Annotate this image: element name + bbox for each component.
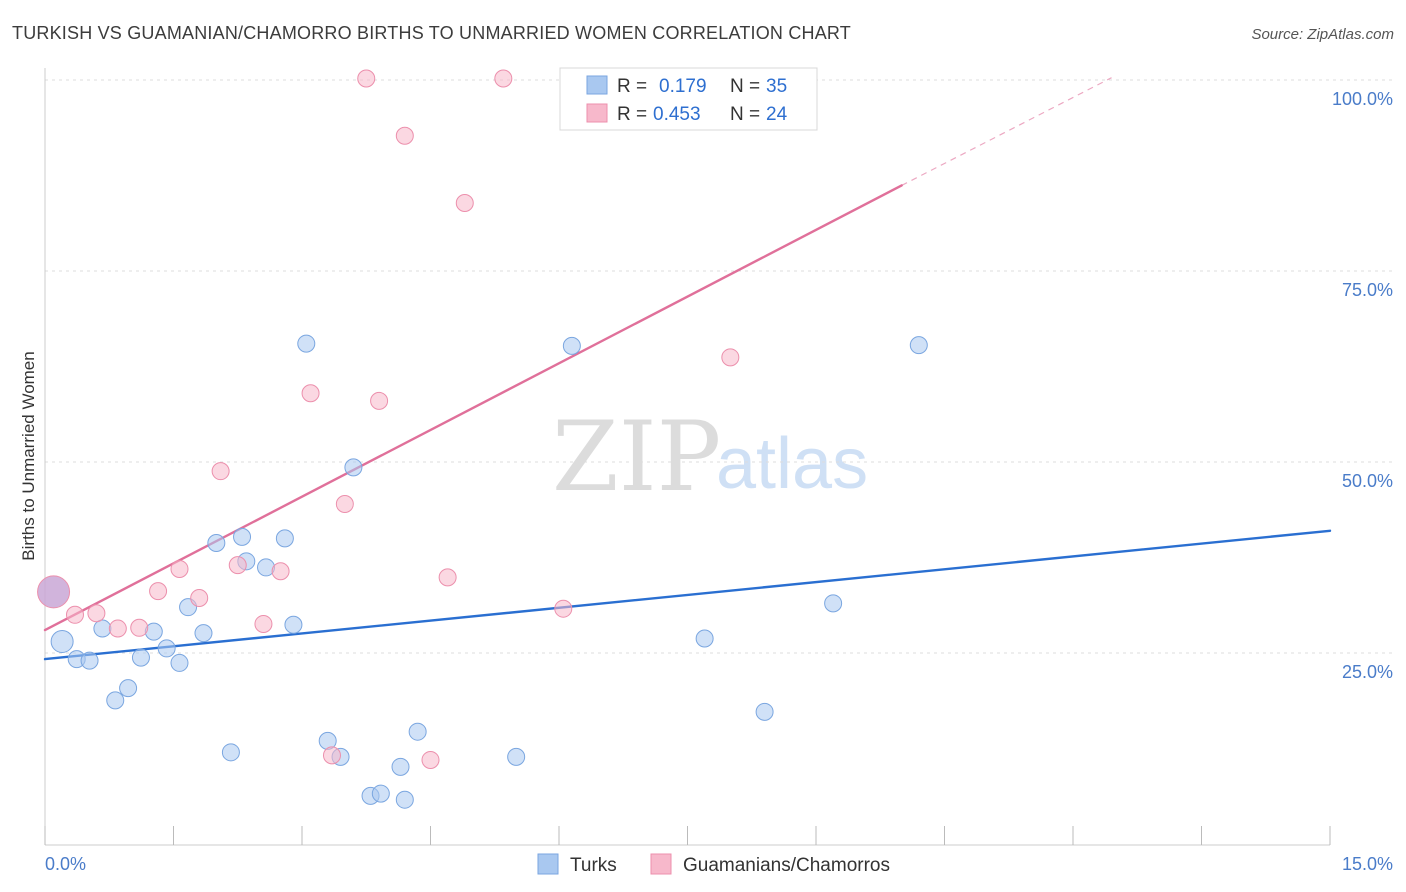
turks-point-12 (207, 533, 226, 552)
turks-point-33 (909, 336, 928, 355)
guamanians-point-8 (211, 462, 230, 481)
bottom-legend-label-guamanians: Guamanians/Chamorros (683, 855, 890, 876)
turks-point-17 (275, 529, 294, 548)
legend-n-label-2: N = (730, 104, 760, 125)
guamanians-point-16 (370, 391, 389, 410)
guamanians-point-2 (87, 604, 106, 623)
guamanians-point-22 (554, 599, 573, 618)
legend-n-value-2: 24 (766, 104, 788, 125)
chart-source: Source: ZipAtlas.com (1251, 26, 1394, 43)
turks-point-31 (755, 702, 774, 721)
bottom-legend-swatch-turks (537, 853, 559, 875)
legend: R = 0.179 N = 35 R = 0.453 N = 24 (559, 67, 818, 131)
turks-point-26 (395, 790, 414, 809)
turks-point-29 (562, 336, 581, 355)
y-axis-label: Births to Unmarried Women (19, 351, 38, 560)
y-tick-label-25: 25.0% (1342, 662, 1393, 682)
data-points (37, 69, 928, 809)
guamanians-point-0 (37, 575, 71, 609)
chart-title: TURKISH VS GUAMANIAN/CHAMORRO BIRTHS TO … (12, 23, 851, 43)
y-tick-label-100: 100.0% (1332, 89, 1393, 109)
turks-point-25 (391, 757, 410, 776)
y-tick-label-50: 50.0% (1342, 471, 1393, 491)
guamanians-point-18 (421, 750, 440, 769)
guamanians-point-5 (149, 582, 168, 601)
y-tick-labels: 25.0% 50.0% 75.0% 100.0% (1332, 89, 1393, 682)
guamanians-point-7 (190, 588, 209, 607)
trend-line-guamanians (43, 184, 903, 632)
trend-line-extension-guamanians (901, 77, 1112, 186)
guamanians-point-15 (357, 69, 376, 88)
legend-swatch-guamanians (586, 103, 608, 123)
turks-point-0 (50, 630, 74, 654)
guamanians-point-10 (254, 614, 273, 633)
guamanians-point-6 (170, 559, 189, 578)
turks-point-32 (824, 594, 843, 613)
guamanians-point-14 (335, 495, 354, 514)
guamanians-point-9 (228, 556, 247, 575)
x-tick-label-min: 0.0% (45, 854, 86, 874)
guamanians-point-19 (438, 568, 457, 587)
turks-point-14 (233, 527, 252, 546)
guamanians-point-4 (130, 618, 149, 637)
turks-point-24 (371, 784, 390, 803)
turks-point-13 (221, 743, 240, 762)
y-tick-label-75: 75.0% (1342, 280, 1393, 300)
watermark-atlas: atlas (716, 424, 868, 504)
guamanians-point-23 (721, 348, 740, 367)
turks-point-30 (695, 629, 714, 648)
turks-point-5 (119, 679, 138, 698)
guamanians-point-13 (322, 746, 341, 765)
axes (44, 68, 1331, 846)
guamanians-point-20 (455, 194, 474, 213)
guamanians-point-17 (395, 126, 414, 145)
bottom-legend-swatch-guamanians (650, 853, 672, 875)
bottom-legend-label-turks: Turks (570, 855, 617, 876)
legend-n-value-1: 35 (766, 76, 787, 97)
turks-point-8 (157, 639, 176, 658)
guamanians-point-12 (301, 384, 320, 403)
trend-lines (43, 77, 1332, 661)
turks-point-9 (170, 653, 189, 672)
turks-point-6 (131, 648, 150, 667)
guamanians-point-3 (108, 619, 127, 638)
legend-r-value-2: 0.453 (653, 104, 701, 125)
x-tick-labels: 0.0% 15.0% (45, 854, 1393, 874)
legend-r-label-1: R = (617, 76, 647, 97)
turks-point-2 (80, 651, 99, 670)
turks-point-3 (93, 619, 112, 638)
bottom-legend: Turks Guamanians/Chamorros (537, 853, 890, 876)
legend-swatch-turks (586, 75, 608, 95)
turks-point-22 (344, 458, 363, 477)
watermark-zip: ZIP (552, 401, 721, 513)
turks-point-4 (106, 691, 125, 710)
turks-point-19 (297, 334, 316, 353)
trend-line-turks (43, 529, 1332, 661)
guamanians-point-11 (271, 562, 290, 581)
guamanians-point-1 (65, 605, 84, 624)
legend-n-label-1: N = (730, 76, 760, 97)
legend-r-value-1: 0.179 (659, 76, 707, 97)
turks-point-11 (194, 624, 213, 643)
turks-point-28 (507, 747, 526, 766)
watermark: ZIP atlas (552, 401, 868, 513)
turks-point-27 (408, 722, 427, 741)
x-tick-label-max: 15.0% (1342, 854, 1393, 874)
guamanians-point-21 (494, 69, 513, 88)
turks-point-18 (284, 615, 303, 634)
legend-r-label-2: R = (617, 104, 647, 125)
